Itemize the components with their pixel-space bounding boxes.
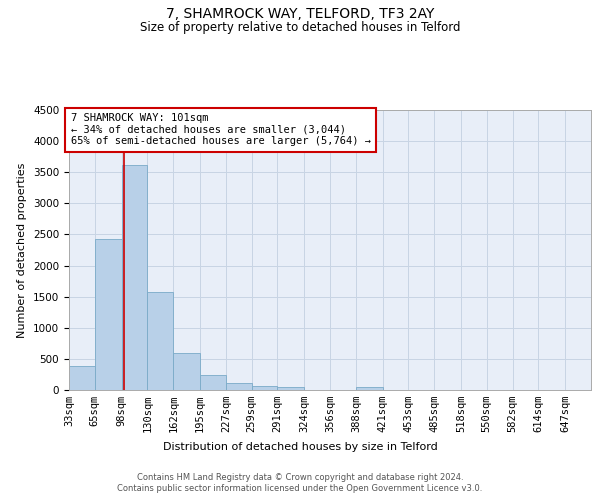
Bar <box>226 383 251 390</box>
Bar <box>69 366 95 390</box>
Bar <box>251 386 277 390</box>
Bar <box>173 352 200 390</box>
Bar <box>95 240 122 390</box>
Bar <box>277 387 304 390</box>
Text: Contains HM Land Registry data © Crown copyright and database right 2024.: Contains HM Land Registry data © Crown c… <box>137 472 463 482</box>
Y-axis label: Number of detached properties: Number of detached properties <box>17 162 28 338</box>
Text: Distribution of detached houses by size in Telford: Distribution of detached houses by size … <box>163 442 437 452</box>
Text: 7 SHAMROCK WAY: 101sqm
← 34% of detached houses are smaller (3,044)
65% of semi-: 7 SHAMROCK WAY: 101sqm ← 34% of detached… <box>71 113 371 146</box>
Bar <box>122 165 148 390</box>
Text: Contains public sector information licensed under the Open Government Licence v3: Contains public sector information licen… <box>118 484 482 493</box>
Bar <box>200 375 226 390</box>
Bar <box>148 292 173 390</box>
Text: Size of property relative to detached houses in Telford: Size of property relative to detached ho… <box>140 21 460 34</box>
Bar <box>356 386 383 390</box>
Text: 7, SHAMROCK WAY, TELFORD, TF3 2AY: 7, SHAMROCK WAY, TELFORD, TF3 2AY <box>166 8 434 22</box>
